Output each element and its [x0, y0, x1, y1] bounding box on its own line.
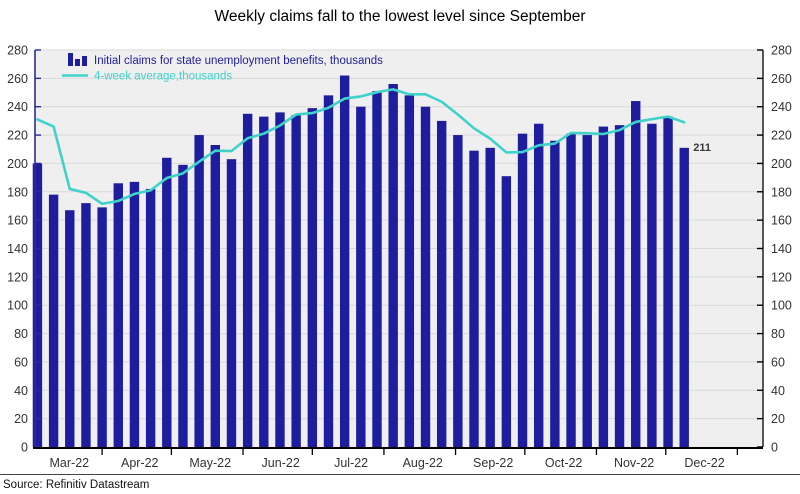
y-tick-label-left: 20: [14, 412, 28, 426]
claims-bar: [162, 157, 172, 447]
claims-bar: [113, 183, 123, 447]
claims-bar: [81, 203, 91, 447]
claims-bar: [420, 106, 431, 447]
axes-layer: [33, 49, 764, 455]
y-tick-label-right: 240: [771, 100, 792, 114]
month-label: Mar-22: [50, 456, 90, 470]
claims-bar: [210, 144, 220, 447]
bars-layer: [32, 75, 689, 448]
claims-bar: [663, 116, 673, 447]
claims-bar: [339, 75, 350, 448]
month-label: Nov-22: [614, 456, 654, 470]
claims-bar: [194, 135, 204, 448]
claims-bar: [647, 123, 657, 447]
claims-bar: [48, 194, 59, 447]
claims-bar: [404, 95, 415, 447]
y-tick-label-left: 260: [7, 72, 28, 86]
claims-bar: [65, 210, 75, 447]
y-tick-label-left: 240: [7, 100, 28, 114]
y-tick-label-left: 280: [7, 44, 28, 58]
legend: Initial claims for state unemployment be…: [62, 53, 383, 83]
month-label: Jun-22: [262, 456, 300, 470]
source-credit: Source: Refinitiv Datastream: [3, 479, 149, 491]
month-label: May-22: [189, 456, 231, 470]
y-tick-label-left: 220: [7, 129, 28, 143]
claims-bar: [453, 135, 463, 448]
legend-bars-label: Initial claims for state unemployment be…: [94, 55, 383, 67]
bar-series-icon: [68, 53, 87, 66]
claims-bar: [291, 115, 301, 447]
four-week-average-line: [36, 88, 686, 206]
month-label: Oct-22: [545, 456, 583, 470]
claims-bar: [436, 120, 447, 448]
y-tick-label-right: 80: [771, 327, 785, 341]
chart-title: Weekly claims fall to the lowest level s…: [214, 8, 585, 25]
claims-bar: [598, 126, 609, 448]
claims-bar: [356, 106, 366, 447]
last-value-label: 211: [693, 142, 711, 154]
claims-bar: [679, 147, 689, 447]
month-label: Dec-22: [684, 456, 724, 470]
claims-bar: [582, 135, 592, 448]
month-label: Sep-22: [473, 456, 513, 470]
claims-bar: [550, 140, 560, 447]
claims-bar: [307, 108, 318, 447]
y-tick-label-left: 40: [14, 384, 28, 398]
average-line-layer: [36, 88, 686, 206]
y-tick-label-right: 160: [771, 214, 792, 228]
y-tick-label-right: 60: [771, 355, 785, 369]
y-tick-label-left: 0: [21, 441, 28, 455]
y-tick-label-right: 140: [771, 242, 792, 256]
y-tick-label-left: 120: [7, 270, 28, 284]
y-tick-label-right: 280: [771, 44, 792, 58]
y-tick-label-left: 140: [7, 242, 28, 256]
y-tick-label-left: 100: [7, 299, 28, 313]
y-tick-label-right: 180: [771, 185, 792, 199]
y-tick-label-left: 160: [7, 214, 28, 228]
claims-bar: [566, 133, 576, 447]
claims-bar: [97, 207, 107, 447]
claims-bar: [242, 113, 253, 447]
claims-bar: [145, 188, 156, 447]
claims-bar: [323, 95, 334, 447]
month-label: Jul-22: [334, 456, 368, 470]
claims-bar: [372, 91, 382, 447]
claims-bar: [226, 159, 237, 448]
claims-bar: [129, 181, 140, 447]
y-tick-label-right: 120: [771, 270, 792, 284]
y-tick-label-left: 200: [7, 157, 28, 171]
axis-labels-layer: 0 0 20 20 40 40 60 60 80 80 100 100 120 120 140 140 160 1…: [7, 44, 792, 471]
claims-bar: [275, 112, 285, 447]
y-tick-label-left: 80: [14, 327, 28, 341]
claims-bar: [631, 101, 641, 448]
claims-bar: [485, 147, 495, 447]
claims-bar: [259, 116, 269, 447]
claims-bar: [614, 125, 625, 448]
y-tick-label-right: 40: [771, 384, 785, 398]
y-tick-label-right: 220: [771, 129, 792, 143]
y-tick-label-right: 260: [771, 72, 792, 86]
legend-line-label: 4-week average,thousands: [94, 71, 232, 83]
y-tick-label-right: 100: [771, 299, 792, 313]
claims-bar: [178, 164, 188, 447]
y-tick-label-left: 180: [7, 185, 28, 199]
claims-bar: [534, 123, 544, 447]
month-label: Apr-22: [121, 456, 159, 470]
y-tick-label-right: 0: [771, 441, 778, 455]
y-tick-label-right: 200: [771, 157, 792, 171]
gridlines-layer: [35, 49, 763, 420]
claims-bar: [469, 150, 479, 448]
y-tick-label-left: 60: [14, 355, 28, 369]
claims-bar: [501, 176, 512, 448]
month-label: Aug-22: [403, 456, 443, 470]
claims-bar: [388, 84, 398, 448]
claims-bar: [517, 133, 528, 447]
y-tick-label-right: 20: [771, 412, 785, 426]
